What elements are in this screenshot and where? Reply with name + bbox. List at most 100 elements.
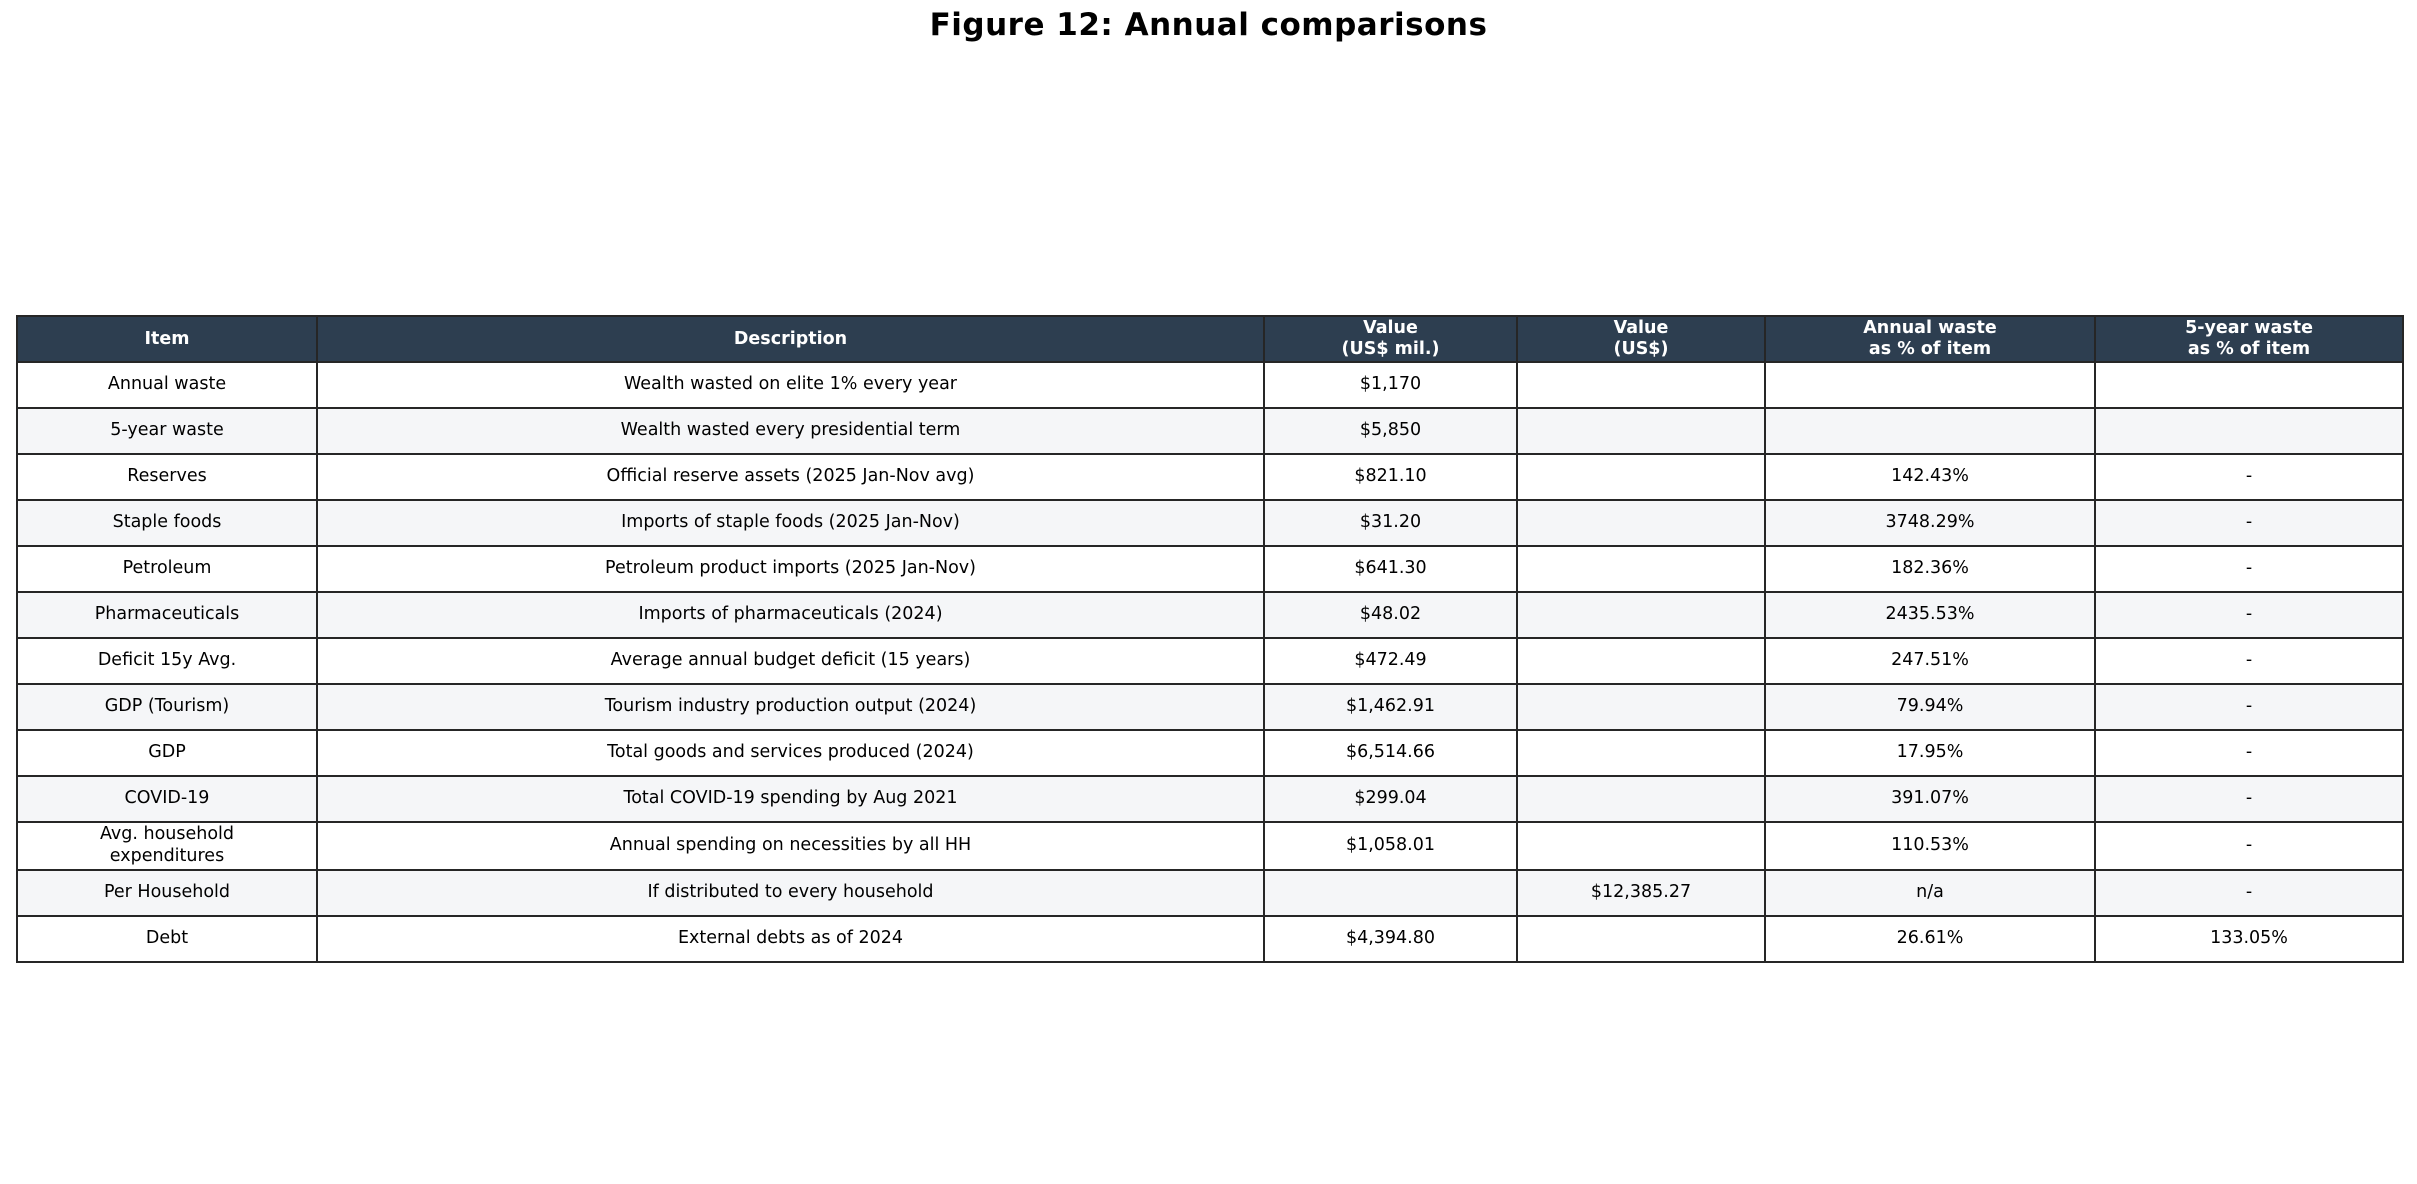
- table-cell: [2094, 407, 2404, 455]
- table-cell: [1764, 361, 2096, 409]
- table-cell: Annual waste: [16, 361, 318, 409]
- table-cell: $641.30: [1263, 545, 1518, 593]
- table-cell: [1516, 637, 1766, 685]
- table-cell: [1516, 361, 1766, 409]
- table-cell: -: [2094, 545, 2404, 593]
- table-cell: [1516, 499, 1766, 547]
- table-cell: -: [2094, 637, 2404, 685]
- column-header: Value (US$): [1516, 315, 1766, 363]
- table-cell: -: [2094, 775, 2404, 823]
- table-cell: 79.94%: [1764, 683, 2096, 731]
- table-cell: 391.07%: [1764, 775, 2096, 823]
- table-cell: Total COVID-19 spending by Aug 2021: [316, 775, 1265, 823]
- table-cell: $299.04: [1263, 775, 1518, 823]
- table-head: Item Description Value (US$ mil.) Value (US…: [16, 315, 2404, 363]
- table-cell: 110.53%: [1764, 821, 2096, 871]
- table-cell: Wealth wasted every presidential term: [316, 407, 1265, 455]
- comparisons-table: Item Description Value (US$ mil.) Value (US…: [16, 315, 2404, 963]
- column-header: Item: [16, 315, 318, 363]
- table-cell: $472.49: [1263, 637, 1518, 685]
- table-cell: GDP (Tourism): [16, 683, 318, 731]
- table-cell: Annual spending on necessities by all HH: [316, 821, 1265, 871]
- table-cell: -: [2094, 868, 2404, 917]
- table-cell: Petroleum product imports (2025 Jan-Nov): [316, 545, 1265, 593]
- table-cell: [1263, 868, 1518, 917]
- table-cell: $48.02: [1263, 591, 1518, 639]
- table-row: Annual waste Wealth wasted on elite 1% ev…: [16, 361, 2404, 409]
- table-cell: Per Household: [16, 868, 318, 917]
- table-cell: $31.20: [1263, 499, 1518, 547]
- table-cell: Reserves: [16, 453, 318, 501]
- table-cell: $12,385.27: [1516, 868, 1766, 917]
- table-cell: -: [2094, 453, 2404, 501]
- table-cell: Imports of pharmaceuticals (2024): [316, 591, 1265, 639]
- table-cell: [1516, 453, 1766, 501]
- column-header: 5-year waste as % of item: [2094, 315, 2404, 363]
- table-row: Staple foods Imports of staple foods (202…: [16, 499, 2404, 547]
- table-cell: External debts as of 2024: [316, 914, 1265, 963]
- table-row: Per Household If distributed to every hou…: [16, 868, 2404, 917]
- table-cell: [1764, 407, 2096, 455]
- table-cell: COVID-19: [16, 775, 318, 823]
- table-cell: $6,514.66: [1263, 729, 1518, 777]
- table-row: Deficit 15y Avg. Average annual budget de…: [16, 637, 2404, 685]
- column-header: Description: [316, 315, 1265, 363]
- table-cell: -: [2094, 729, 2404, 777]
- table-cell: -: [2094, 591, 2404, 639]
- table-cell: [1516, 407, 1766, 455]
- table-row: GDP (Tourism) Tourism industry production…: [16, 683, 2404, 731]
- table-cell: [1516, 914, 1766, 963]
- table-cell: Average annual budget deficit (15 years): [316, 637, 1265, 685]
- table-cell: GDP: [16, 729, 318, 777]
- table-row: 5-year waste Wealth wasted every presiden…: [16, 407, 2404, 455]
- table-cell: Total goods and services produced (2024): [316, 729, 1265, 777]
- table-cell: 247.51%: [1764, 637, 2096, 685]
- table-cell: [1516, 683, 1766, 731]
- table-cell: Deficit 15y Avg.: [16, 637, 318, 685]
- table-body: Annual waste Wealth wasted on elite 1% ev…: [16, 361, 2404, 963]
- table-cell: 26.61%: [1764, 914, 2096, 963]
- table-cell: 5-year waste: [16, 407, 318, 455]
- table-cell: 2435.53%: [1764, 591, 2096, 639]
- column-header: Annual waste as % of item: [1764, 315, 2096, 363]
- table-row: Reserves Official reserve assets (2025 Ja…: [16, 453, 2404, 501]
- figure-title: Figure 12: Annual comparisons: [929, 7, 1488, 43]
- table-row: Pharmaceuticals Imports of pharmaceutical…: [16, 591, 2404, 639]
- table-row: Debt External debts as of 2024 $4,394.80 26…: [16, 914, 2404, 963]
- table-cell: [1516, 591, 1766, 639]
- table-cell: Avg. household expenditures: [16, 821, 318, 871]
- table-cell: [2094, 361, 2404, 409]
- table-cell: $4,394.80: [1263, 914, 1518, 963]
- table-cell: Debt: [16, 914, 318, 963]
- table-cell: 17.95%: [1764, 729, 2096, 777]
- table-cell: Staple foods: [16, 499, 318, 547]
- table-cell: $821.10: [1263, 453, 1518, 501]
- table-cell: 3748.29%: [1764, 499, 2096, 547]
- table-cell: Tourism industry production output (2024…: [316, 683, 1265, 731]
- table-cell: 133.05%: [2094, 914, 2404, 963]
- table-cell: -: [2094, 683, 2404, 731]
- table-cell: [1516, 729, 1766, 777]
- table-cell: $5,850: [1263, 407, 1518, 455]
- table-cell: -: [2094, 821, 2404, 871]
- table-cell: -: [2094, 499, 2404, 547]
- table-cell: Wealth wasted on elite 1% every year: [316, 361, 1265, 409]
- table-cell: [1516, 775, 1766, 823]
- table-cell: 182.36%: [1764, 545, 2096, 593]
- table-row: Petroleum Petroleum product imports (2025…: [16, 545, 2404, 593]
- table-row: Avg. household expenditures Annual spendi…: [16, 821, 2404, 871]
- table-row: COVID-19 Total COVID-19 spending by Aug 2…: [16, 775, 2404, 823]
- header-row: Item Description Value (US$ mil.) Value (US…: [16, 315, 2404, 363]
- table-cell: [1516, 821, 1766, 871]
- table-cell: $1,170: [1263, 361, 1518, 409]
- table-cell: Pharmaceuticals: [16, 591, 318, 639]
- table-cell: Petroleum: [16, 545, 318, 593]
- column-header: Value (US$ mil.): [1263, 315, 1518, 363]
- table-cell: If distributed to every household: [316, 868, 1265, 917]
- table-cell: n/a: [1764, 868, 2096, 917]
- table-cell: $1,058.01: [1263, 821, 1518, 871]
- table-cell: Official reserve assets (2025 Jan-Nov av…: [316, 453, 1265, 501]
- table-cell: [1516, 545, 1766, 593]
- table-cell: Imports of staple foods (2025 Jan-Nov): [316, 499, 1265, 547]
